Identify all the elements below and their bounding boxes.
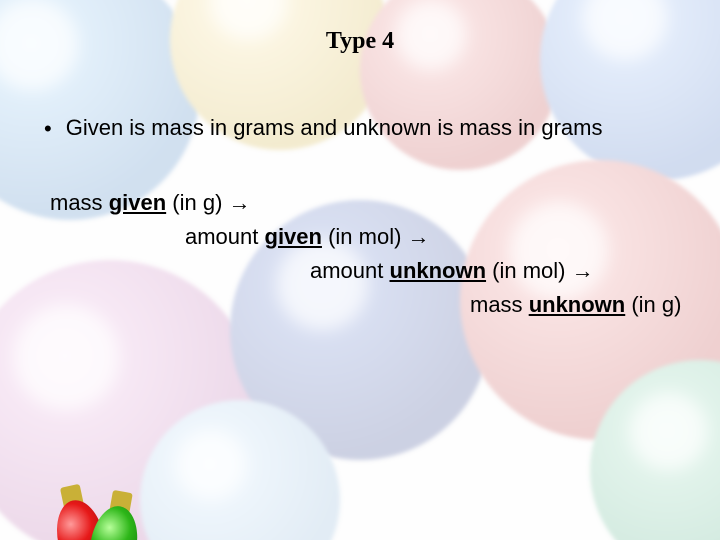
slide-content: Type 4 • Given is mass in grams and unkn…: [0, 0, 720, 540]
step-1: mass given (in g) →: [30, 186, 690, 220]
bullet-line: • Given is mass in grams and unknown is …: [30, 115, 690, 144]
step-3: amount unknown (in mol) →: [30, 254, 690, 288]
step-2: amount given (in mol) →: [30, 220, 690, 254]
arrow-icon: →: [408, 224, 430, 249]
step-4: mass unknown (in g): [30, 288, 690, 322]
arrow-icon: →: [229, 190, 251, 215]
arrow-icon: →: [572, 258, 594, 283]
slide-title: Type 4: [30, 28, 690, 55]
conversion-steps: mass given (in g) → amount given (in mol…: [30, 186, 690, 322]
bullet-dot-icon: •: [44, 115, 52, 144]
bullet-text: Given is mass in grams and unknown is ma…: [66, 115, 603, 141]
